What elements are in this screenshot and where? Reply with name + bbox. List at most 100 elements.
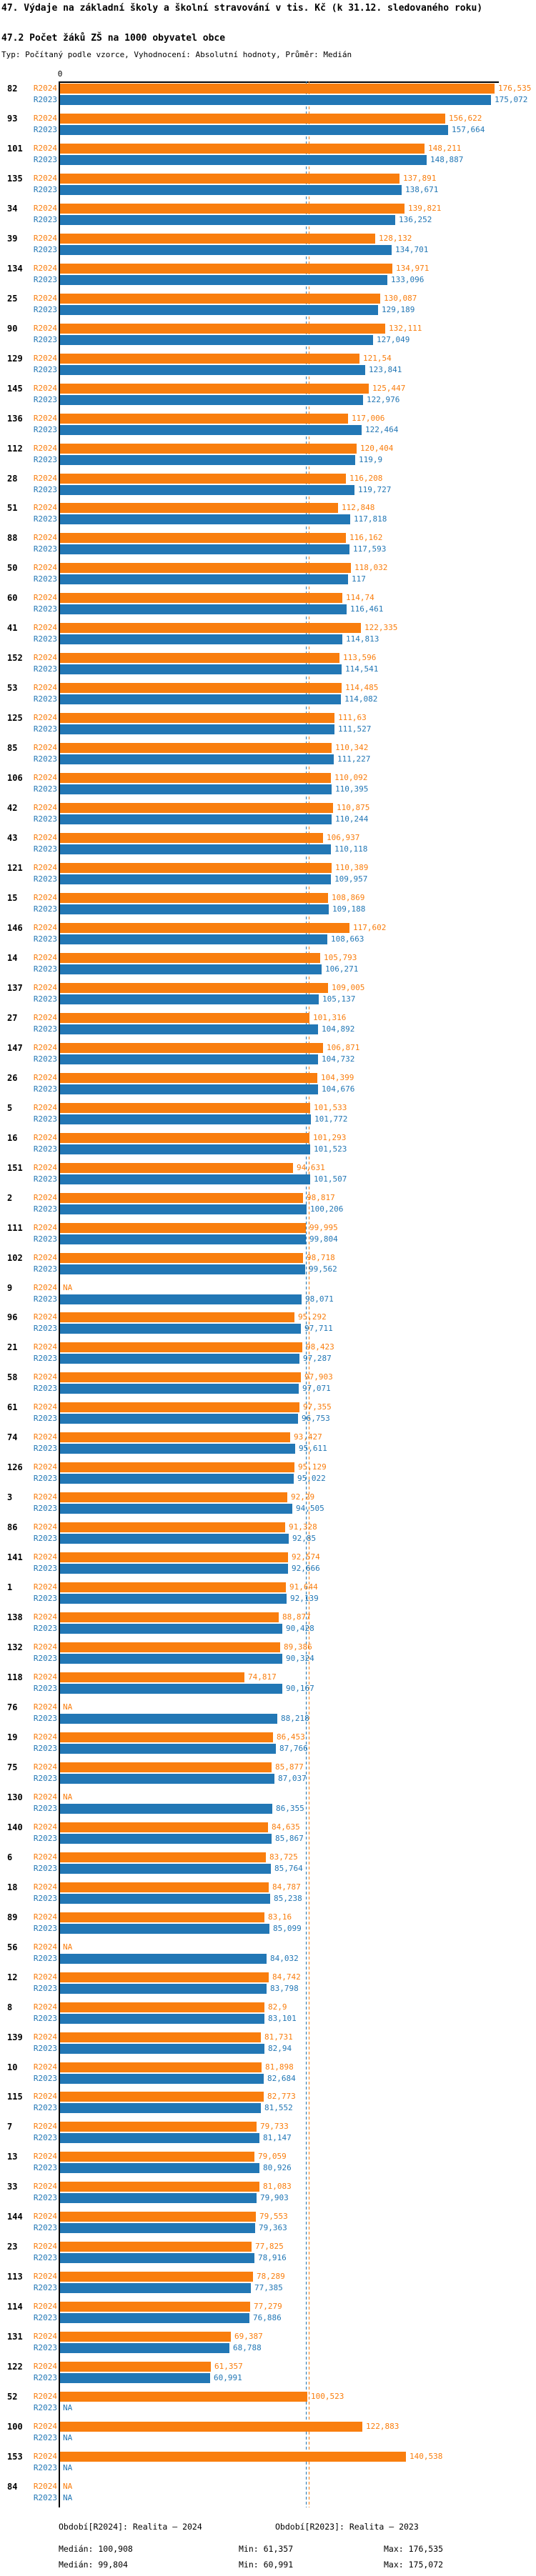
series-label-r2023: R2023 — [33, 2193, 57, 2202]
bar-value-r2024-3: 92,29 — [291, 1492, 315, 1502]
series-label-r2024: R2024 — [33, 1882, 57, 1892]
series-label-r2023: R2023 — [33, 1894, 57, 1903]
bar-r2024-51 — [60, 503, 338, 513]
row-label-141: 141 — [7, 1552, 23, 1562]
bar-value-r2024-10: 81,898 — [265, 2062, 294, 2072]
bar-r2024-28 — [60, 474, 346, 484]
series-label-r2023: R2023 — [33, 1084, 57, 1094]
series-label-r2023: R2023 — [33, 1414, 57, 1423]
series-label-r2024: R2024 — [33, 1522, 57, 1532]
series-label-r2024: R2024 — [33, 1253, 57, 1262]
bar-r2023-102 — [60, 1264, 305, 1274]
series-label-r2023: R2023 — [33, 2223, 57, 2232]
series-label-r2024: R2024 — [33, 1193, 57, 1202]
row-label-134: 134 — [7, 264, 23, 274]
series-label-r2024: R2024 — [33, 2032, 57, 2042]
bar-value-r2023-146: 108,663 — [331, 934, 364, 944]
series-label-r2023: R2023 — [33, 1984, 57, 1993]
bar-value-r2023-13: 80,926 — [263, 2163, 292, 2172]
bar-r2024-8 — [60, 2002, 264, 2012]
series-label-r2024: R2024 — [33, 144, 57, 153]
series-label-r2023: R2023 — [33, 664, 57, 674]
bar-r2023-7 — [60, 2133, 259, 2143]
bar-value-r2024-145: 125,447 — [372, 384, 406, 393]
series-label-r2024: R2024 — [33, 1822, 57, 1832]
bar-value-r2024-96: 95,292 — [298, 1312, 327, 1322]
bar-value-r2023-89: 85,099 — [273, 1924, 302, 1933]
row-label-147: 147 — [7, 1043, 23, 1053]
bar-value-r2023-1: 92,139 — [290, 1594, 319, 1603]
bar-r2023-146 — [60, 934, 327, 944]
bar-value-r2024-114: 77,279 — [254, 2302, 282, 2311]
series-label-r2024: R2024 — [33, 923, 57, 932]
y-axis-line — [59, 81, 60, 2507]
series-label-r2023: R2023 — [33, 574, 57, 584]
series-label-r2024: R2024 — [33, 2302, 57, 2311]
bar-r2024-82 — [60, 84, 495, 94]
series-label-r2023: R2023 — [33, 514, 57, 524]
bar-value-r2024-15: 108,869 — [332, 893, 365, 902]
row-label-34: 34 — [7, 204, 18, 214]
bar-r2023-139 — [60, 2044, 264, 2054]
bar-r2023-152 — [60, 664, 342, 674]
bar-value-r2024-144: 79,553 — [259, 2212, 288, 2221]
bar-value-r2023-136: 122,464 — [365, 425, 399, 434]
row-label-89: 89 — [7, 1912, 18, 1922]
bar-r2024-16 — [60, 1133, 309, 1143]
series-label-r2023: R2023 — [33, 1114, 57, 1124]
bar-value-r2024-28: 116,208 — [349, 474, 383, 483]
bar-value-r2023-27: 104,892 — [322, 1024, 355, 1034]
bar-value-r2024-18: 84,787 — [272, 1882, 301, 1892]
bar-r2024-60 — [60, 593, 342, 603]
bar-r2024-96 — [60, 1312, 294, 1322]
series-label-r2023: R2023 — [33, 1834, 57, 1843]
bar-value-r2023-125: 111,527 — [338, 724, 372, 734]
bar-r2023-135 — [60, 185, 402, 195]
row-label-111: 111 — [7, 1223, 23, 1233]
bar-value-r2024-147: 106,871 — [327, 1043, 360, 1052]
bar-r2024-112 — [60, 444, 357, 454]
row-label-146: 146 — [7, 923, 23, 933]
legend-min-r2023: Min: 60,991 — [239, 2560, 294, 2570]
series-label-r2024: R2024 — [33, 174, 57, 183]
bar-value-r2023-86: 92,85 — [292, 1534, 317, 1543]
na-value-r2024: NA — [63, 1942, 73, 1952]
bar-value-r2024-82: 176,535 — [498, 84, 532, 93]
bar-r2023-33 — [60, 2193, 257, 2203]
legend-min-r2024: Min: 61,357 — [239, 2544, 294, 2554]
bar-r2023-42 — [60, 814, 332, 824]
row-label-101: 101 — [7, 144, 23, 154]
na-value-r2023: NA — [63, 2463, 73, 2472]
legend-series-r2023: Období[R2023]: Realita – 2023 — [275, 2522, 419, 2532]
bar-value-r2023-82: 175,072 — [495, 95, 528, 104]
series-label-r2023: R2023 — [33, 904, 57, 914]
bar-r2023-82 — [60, 95, 491, 105]
bar-r2024-86 — [60, 1522, 285, 1532]
row-label-140: 140 — [7, 1822, 23, 1832]
bar-r2023-34 — [60, 215, 395, 225]
bar-r2023-26 — [60, 1084, 318, 1094]
series-label-r2024: R2024 — [33, 1223, 57, 1232]
series-label-r2024: R2024 — [33, 2122, 57, 2131]
bar-r2023-13 — [60, 2163, 259, 2173]
series-label-r2023: R2023 — [33, 1624, 57, 1633]
bar-value-r2023-113: 77,385 — [254, 2283, 283, 2292]
bar-value-r2024-43: 106,937 — [327, 833, 360, 842]
series-label-r2024: R2024 — [33, 1672, 57, 1682]
row-label-9: 9 — [7, 1283, 13, 1293]
bar-r2024-152 — [60, 653, 339, 663]
row-label-121: 121 — [7, 863, 23, 873]
bar-r2023-106 — [60, 784, 332, 794]
bar-value-r2023-12: 83,798 — [270, 1984, 299, 1993]
bar-value-r2023-115: 81,552 — [264, 2103, 293, 2112]
bar-r2023-51 — [60, 514, 350, 524]
row-label-90: 90 — [7, 324, 18, 334]
bar-value-r2024-115: 82,773 — [267, 2092, 296, 2101]
bar-value-r2023-145: 122,976 — [367, 395, 400, 404]
bar-r2023-134 — [60, 275, 387, 285]
bar-value-r2024-93: 156,622 — [449, 114, 482, 123]
bar-value-r2023-90: 127,049 — [377, 335, 410, 344]
row-label-75: 75 — [7, 1762, 18, 1772]
bar-value-r2024-25: 130,087 — [384, 294, 417, 303]
bar-r2023-12 — [60, 1984, 267, 1994]
